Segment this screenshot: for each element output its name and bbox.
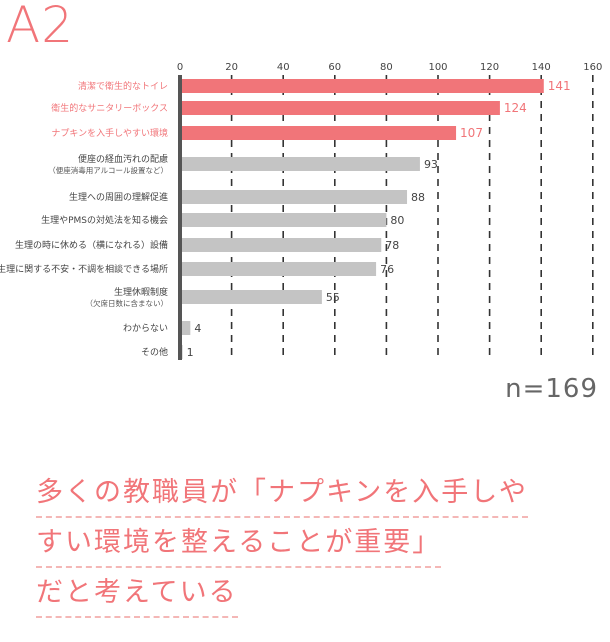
x-tick-label: 100 bbox=[428, 62, 447, 73]
category-sublabel: （便座消毒用アルコール設置など） bbox=[48, 165, 168, 175]
conclusion-line-3: だと考えている bbox=[36, 576, 238, 618]
bar bbox=[180, 262, 377, 276]
conclusion-text: 多くの教職員が「ナプキンを入手しや すい環境を整えることが重要」 だと考えている bbox=[36, 476, 576, 626]
bar-value-label: 78 bbox=[385, 239, 399, 252]
category-label: 衛生的なサニタリーボックス bbox=[51, 102, 168, 114]
category-label: わからない bbox=[123, 323, 168, 334]
x-tick-label: 60 bbox=[328, 62, 341, 73]
category-label: 生理に関する不安・不調を相談できる場所 bbox=[0, 263, 168, 275]
sample-size-label: n=169 bbox=[505, 374, 598, 404]
bar bbox=[180, 213, 387, 227]
category-label: その他 bbox=[141, 346, 168, 358]
x-tick-label: 140 bbox=[532, 62, 551, 73]
bar bbox=[180, 190, 408, 204]
category-label: 生理への周囲の理解促進 bbox=[69, 191, 168, 203]
bar-value-label: 93 bbox=[424, 158, 438, 171]
bar-value-label: 76 bbox=[380, 263, 394, 276]
bar-value-label: 124 bbox=[504, 101, 527, 115]
bar bbox=[180, 126, 457, 140]
x-tick-label: 40 bbox=[277, 62, 290, 73]
question-heading: A2 bbox=[6, 0, 75, 54]
bar-value-label: 1 bbox=[187, 346, 194, 359]
bar bbox=[180, 79, 544, 93]
bar-value-label: 55 bbox=[326, 291, 340, 304]
category-label: 生理の時に休める（横になれる）設備 bbox=[15, 239, 168, 251]
x-tick-label: 0 bbox=[177, 62, 183, 73]
bar-value-label: 107 bbox=[460, 126, 483, 140]
bar bbox=[180, 290, 322, 304]
category-sublabel: （欠席日数に含まない） bbox=[86, 298, 169, 308]
category-label: ナプキンを入手しやすい環境 bbox=[51, 127, 168, 139]
bar-value-label: 88 bbox=[411, 191, 425, 204]
category-label: 便座の経血汚れの配慮 bbox=[78, 153, 168, 165]
x-tick-label: 80 bbox=[380, 62, 393, 73]
category-label: 清潔で衛生的なトイレ bbox=[78, 80, 168, 92]
conclusion-line-1: 多くの教職員が「ナプキンを入手しや bbox=[36, 476, 528, 518]
x-tick-label: 20 bbox=[225, 62, 238, 73]
conclusion-line-2: すい環境を整えることが重要」 bbox=[36, 526, 442, 568]
x-tick-label: 160 bbox=[583, 62, 602, 73]
bar-value-label: 80 bbox=[390, 214, 404, 227]
category-label: 生理休暇制度 bbox=[114, 286, 168, 298]
bar bbox=[180, 157, 420, 171]
category-label: 生理やPMSの対処法を知る機会 bbox=[41, 214, 168, 226]
bar bbox=[180, 238, 382, 252]
bar bbox=[180, 101, 500, 115]
horizontal-bar-chart: 0 20 40 60 80 100 120 140 160 141 清潔で衛生的なトイレ 124 衛生的… bbox=[0, 62, 602, 360]
bar bbox=[180, 321, 191, 335]
bar-value-label: 141 bbox=[548, 79, 571, 93]
x-tick-label: 120 bbox=[480, 62, 499, 73]
bar-value-label: 4 bbox=[194, 322, 201, 335]
